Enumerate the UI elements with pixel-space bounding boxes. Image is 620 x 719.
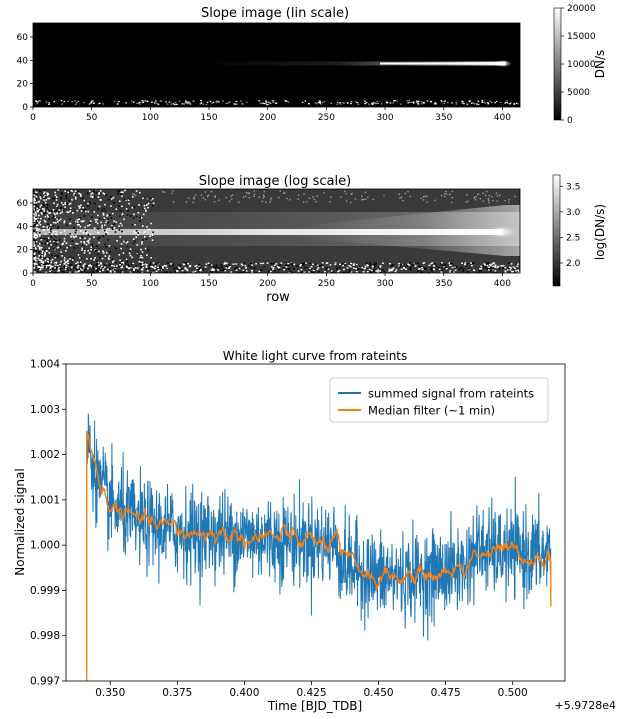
lightcurve-xtick-label: 0.500	[498, 687, 528, 699]
lightcurve-xtick-label: 0.475	[431, 687, 461, 699]
heatmap-lin-xtick-label: 350	[435, 113, 452, 123]
lightcurve-ytick-label: 1.003	[30, 404, 60, 416]
lightcurve-ytick-label: 0.999	[30, 585, 60, 597]
heatmap-log-colorbar	[552, 174, 561, 287]
lightcurve-ytick-label: 0.998	[30, 630, 60, 642]
lightcurve-xlabel: Time [BJD_TDB]	[267, 699, 362, 713]
legend: summed signal from rateints Median filte…	[329, 377, 549, 423]
heatmap-lin-ytick-label: 0	[22, 103, 28, 113]
heatmap-log-colorbar-ticks: 2.0 2.5 3.0 3.5	[560, 182, 581, 269]
heatmap-lin-ytick-label: 60	[17, 33, 29, 43]
heatmap-log-ytick-label: 0	[22, 269, 28, 279]
heatmap-log-trace-peak	[488, 226, 516, 238]
lightcurve-ytick-label: 1.000	[30, 540, 60, 552]
heatmap-log-colorbar-tick-label: 3.5	[566, 182, 580, 192]
heatmap-lin-colorbar-label: DN/s	[593, 50, 607, 79]
series-line-median-filter	[85, 430, 552, 681]
lightcurve-panel: White light curve from rateints 0.350 0.3…	[13, 349, 616, 713]
series-line-summed-signal	[86, 413, 552, 641]
heatmap-lin-xtick-label: 150	[200, 113, 217, 123]
lightcurve-frame	[65, 363, 566, 682]
heatmap-lin-trace	[200, 61, 506, 66]
heatmap-log-xtick-label: 0	[30, 279, 36, 289]
lightcurve-xtick-label: 0.400	[229, 687, 259, 699]
heatmap-log-xlabel: row	[266, 290, 290, 305]
heatmap-log-xtick-label: 350	[435, 279, 452, 289]
heatmap-lin-xtick-label: 250	[318, 113, 335, 123]
lightcurve-ytick-label: 1.002	[30, 449, 60, 461]
lightcurve-x-offset: +5.9728e4	[555, 699, 616, 712]
heatmap-log-colorbar-tick-label: 3.0	[566, 208, 581, 218]
heatmap-lin-ticks: 0 50 100 150 200 250 300 350 400 0 20 40 60	[17, 33, 512, 123]
heatmap-lin-trace-core	[380, 62, 502, 65]
lightcurve-ytick-label: 1.004	[30, 359, 60, 371]
heatmap-log-colorbar-label: log(DN/s)	[593, 204, 607, 260]
legend-label-median: Median filter (~1 min)	[368, 404, 495, 418]
heatmap-log-ticks: 0 50 100 150 200 250 300 350 400 0 20 40 60	[17, 199, 512, 289]
heatmap-log-ytick-label: 40	[17, 222, 29, 232]
heatmap-lin-panel: Slope image (lin scale) 0 50 100 150 200 250 3…	[17, 4, 607, 126]
heatmap-lin-frame	[32, 22, 521, 108]
heatmap-log-xtick-label: 400	[494, 279, 511, 289]
heatmap-lin-xtick-label: 200	[259, 113, 276, 123]
heatmap-log-xtick-label: 250	[318, 279, 335, 289]
heatmap-log-xtick-label: 300	[376, 279, 393, 289]
heatmap-log-xtick-label: 100	[142, 279, 159, 289]
heatmap-lin-trace-peak	[494, 60, 512, 67]
heatmap-lin-colorbar-tick-label: 0	[567, 116, 573, 126]
heatmap-log-ytick-label: 60	[17, 199, 29, 209]
heatmap-log-colorbar-tick-label: 2.0	[566, 259, 581, 269]
heatmap-log-ytick-label: 20	[17, 246, 29, 256]
legend-label-summed: summed signal from rateints	[368, 387, 534, 401]
heatmap-log-title: Slope image (log scale)	[199, 174, 351, 189]
heatmap-lin-colorbar-tick-label: 20000	[567, 4, 596, 14]
lightcurve-ytick-label: 0.997	[30, 676, 60, 688]
heatmap-lin-ytick-label: 40	[17, 56, 29, 66]
heatmap-lin-colorbar-ticks: 0 5000 10000 15000 20000	[561, 4, 596, 126]
lightcurve-ylabel: Normalized signal	[13, 468, 27, 575]
heatmap-lin-colorbar-tick-label: 5000	[567, 88, 590, 98]
heatmap-lin-xtick-label: 100	[142, 113, 159, 123]
heatmap-log-noise	[33, 189, 520, 274]
lightcurve-ticks: 0.350 0.375 0.400 0.425 0.450 0.475 0.500 0.997…	[30, 359, 528, 700]
lightcurve-xtick-label: 0.450	[364, 687, 394, 699]
legend-box	[329, 377, 549, 423]
heatmap-lin-ytick-label: 20	[17, 80, 29, 90]
heatmap-lin-xtick-label: 0	[30, 113, 36, 123]
heatmap-log-colorbar-tick-label: 2.5	[566, 233, 580, 243]
lightcurve-xtick-label: 0.425	[296, 687, 326, 699]
lightcurve-xtick-label: 0.350	[95, 687, 125, 699]
heatmap-lin-title: Slope image (lin scale)	[201, 6, 349, 21]
lightcurve-xtick-label: 0.375	[162, 687, 192, 699]
heatmap-log-xtick-label: 50	[86, 279, 98, 289]
heatmap-lin-xtick-label: 400	[494, 113, 511, 123]
heatmap-lin-colorbar	[553, 7, 562, 121]
heatmap-lin-edge-noise	[35, 100, 519, 106]
heatmap-lin-xtick-label: 50	[86, 113, 98, 123]
heatmap-log-xtick-label: 200	[259, 279, 276, 289]
lightcurve-title: White light curve from rateints	[223, 349, 408, 363]
heatmap-log-frame	[32, 188, 521, 274]
heatmap-log-panel: Slope image (log scale) 0 50 100 150 200 250 3…	[17, 174, 607, 305]
heatmap-log-trace-core	[33, 229, 503, 235]
heatmap-log-xtick-label: 150	[200, 279, 217, 289]
heatmap-lin-colorbar-tick-label: 10000	[567, 60, 596, 70]
heatmap-lin-xtick-label: 300	[376, 113, 393, 123]
lightcurve-ytick-label: 1.001	[30, 494, 60, 506]
heatmap-lin-colorbar-tick-label: 15000	[567, 32, 596, 42]
